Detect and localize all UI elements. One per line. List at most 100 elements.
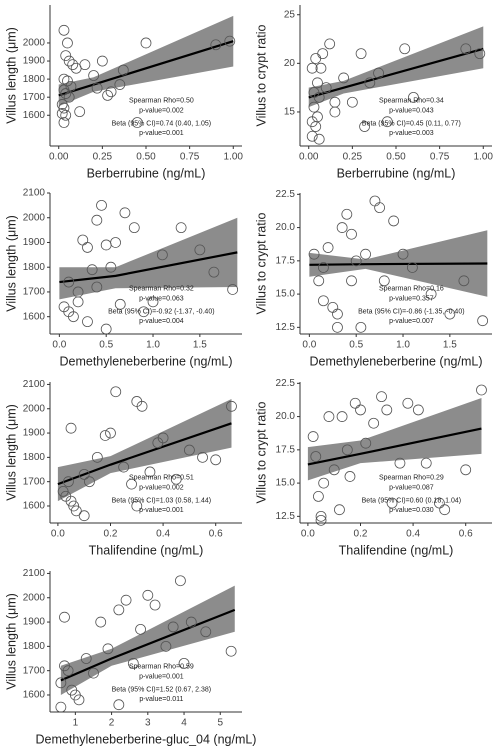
point (65, 495, 77, 507)
y-tick-label: 1800 (23, 452, 46, 463)
y-tick-label: 20 (284, 58, 296, 69)
x-tick-label: 1.00 (474, 152, 494, 163)
point (318, 262, 329, 273)
point (334, 504, 345, 516)
y-tick-label: 1700 (23, 287, 46, 298)
point (55, 677, 67, 689)
x-tick-label: 1.0 (146, 340, 160, 351)
point (60, 109, 72, 121)
point (128, 222, 140, 234)
y-tick-label: 12.5 (276, 511, 296, 522)
point (344, 471, 356, 482)
panel: 12.5 15.0 17.5 20.0 22.5 0.0 0.2 0.4 0.6 Thalifen… (254, 378, 492, 557)
point (58, 24, 70, 36)
point (156, 249, 168, 261)
point (381, 404, 393, 416)
annotation: Spearman Rho=0.16 (379, 286, 444, 293)
point (368, 417, 380, 429)
y-tick-label: 1900 (23, 428, 46, 439)
y-axis-title: Villus length (μm) (4, 593, 18, 690)
annotation: Beta (95% CI)=-0.92 (-1.37, -0.40) (108, 308, 214, 315)
x-tick-label: 0.00 (49, 152, 69, 163)
point (349, 397, 361, 409)
point (200, 626, 212, 638)
point (318, 477, 330, 489)
annotation: Beta (95% CI)=0.60 (0.18, 1.04) (362, 497, 461, 504)
point (313, 133, 325, 145)
point (444, 308, 456, 320)
point (62, 665, 74, 677)
x-tick-label: 0.6 (459, 529, 473, 540)
point (88, 70, 100, 81)
x-tick-label: 0.4 (406, 529, 420, 540)
point (91, 281, 103, 293)
point (346, 96, 358, 108)
y-tick-label: 17.5 (276, 255, 296, 266)
point (59, 611, 70, 623)
y-tick-label: 1900 (23, 56, 46, 67)
point (157, 432, 169, 444)
point (105, 86, 117, 98)
point (477, 315, 489, 327)
point (178, 657, 190, 669)
point (65, 422, 77, 434)
point (308, 101, 320, 113)
annotation: p-value=0.001 (139, 130, 184, 137)
point (310, 451, 322, 462)
point (315, 510, 327, 522)
annotation: p-value=0.001 (139, 674, 184, 681)
point (336, 411, 348, 422)
point (460, 464, 472, 476)
point (308, 248, 320, 260)
point (318, 295, 329, 307)
annotation: p-value=0.043 (389, 108, 434, 115)
point (341, 208, 353, 220)
point (306, 116, 318, 128)
point (147, 296, 159, 308)
fit-line (309, 262, 488, 266)
x-tick-label: 0.0 (301, 529, 315, 540)
point (313, 275, 325, 287)
point (60, 50, 72, 62)
point (91, 82, 103, 94)
y-tick-label: 1600 (23, 501, 46, 512)
y-axis-title: Villus length (μm) (4, 215, 18, 312)
point (338, 72, 350, 84)
fit-line (307, 427, 482, 466)
point (355, 48, 367, 60)
annotation: p-value=0.001 (139, 507, 184, 514)
x-tick-label: 0.75 (430, 152, 450, 163)
annotation: p-value=0.002 (139, 485, 184, 492)
y-tick-label: 1600 (23, 110, 46, 121)
point (102, 643, 114, 655)
point (82, 242, 93, 253)
x-tick-label: 0.00 (299, 152, 319, 163)
point (58, 117, 70, 128)
y-tick-label: 22.5 (276, 378, 296, 389)
y-tick-label: 1800 (23, 74, 46, 85)
y-axis-title: Villus to crypt ratio (254, 213, 268, 315)
annotation: Beta (95% CI)=1.52 (0.67, 2.38) (112, 686, 211, 693)
x-tick-label: 0.25 (343, 152, 363, 163)
x-tick-label: 0.0 (302, 340, 316, 351)
point (84, 476, 95, 488)
point (381, 116, 393, 128)
x-tick-label: 0.50 (386, 152, 406, 163)
point (376, 391, 387, 403)
point (86, 264, 98, 276)
x-tick-label: 0.50 (136, 152, 156, 163)
point (82, 316, 93, 328)
point (378, 275, 390, 287)
panel: 1600 1700 1800 1900 2000 2100 0.0 0.2 0.4 0.6 Thal… (4, 379, 242, 557)
point (397, 248, 409, 260)
point (307, 431, 319, 442)
y-tick-label: 2100 (23, 568, 46, 579)
panel: 1600 1700 1800 1900 2000 0.00 0.25 0.50 0.75 1.00… (4, 5, 243, 180)
point (313, 91, 325, 103)
y-tick-label: 22.5 (276, 189, 296, 200)
point (113, 604, 125, 616)
point (110, 237, 121, 248)
point (315, 62, 327, 74)
point (149, 599, 161, 611)
annotation: p-value=0.007 (389, 318, 434, 325)
